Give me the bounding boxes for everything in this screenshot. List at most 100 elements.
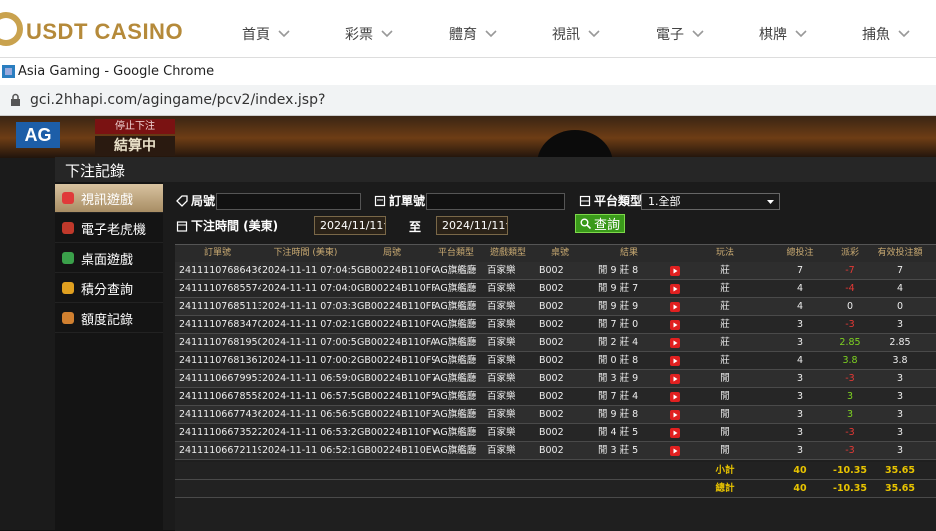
- icon-play: [673, 448, 678, 454]
- menu-item[interactable]: 電子老虎機: [55, 214, 163, 243]
- to-label: 至: [409, 220, 422, 234]
- platform-label: 平台類型: [579, 192, 642, 209]
- time-label: 下注時間 (美東): [176, 217, 278, 234]
- table-cell: -3: [845, 427, 855, 438]
- video-replay-icon[interactable]: [670, 356, 680, 366]
- round-input[interactable]: [216, 193, 361, 210]
- date-to[interactable]: 2024/11/11: [436, 216, 508, 235]
- logo[interactable]: USDT CASINO: [26, 19, 184, 44]
- table-cell: 2024-11-11 07:00:53: [262, 337, 357, 348]
- table-cell: AG旗艦廳: [434, 355, 477, 366]
- video-replay-icon[interactable]: [670, 428, 680, 438]
- search-button-text: 查詢: [594, 218, 621, 233]
- modal-title: 下注記錄: [65, 162, 126, 180]
- url[interactable]: gci.2hhapi.com/agingame/pcv2/index.jsp?: [30, 92, 326, 108]
- table-cell: -3: [845, 445, 855, 456]
- chevron: [485, 30, 497, 38]
- table-cell: 閒 7 莊 0: [598, 319, 639, 330]
- side-panel: [0, 158, 55, 530]
- date-from[interactable]: 2024/11/11: [314, 216, 386, 235]
- table-cell: 0: [846, 301, 854, 312]
- platform-select[interactable]: 1.全部: [641, 193, 780, 210]
- total-payout: -10.35: [833, 483, 867, 494]
- nav-item[interactable]: 視訊: [552, 24, 600, 44]
- table-cell: -7: [845, 265, 855, 276]
- menu-item[interactable]: 額度記錄: [55, 304, 163, 333]
- table-row: 241111076855743 2024-11-11 07:04:04 GB0022…: [175, 280, 936, 298]
- table-cell: AG旗艦廳: [434, 283, 477, 294]
- table-cell: 241111076834700: [179, 319, 261, 330]
- table-cell: 閒 3 莊 9: [598, 373, 639, 384]
- table-cell: 莊: [720, 301, 730, 312]
- table-cell: 閒: [720, 409, 730, 420]
- table-row: 241111076813615 2024-11-11 07:00:21 GB0022…: [175, 352, 936, 370]
- icon-play: [673, 322, 678, 328]
- video-replay-icon[interactable]: [670, 392, 680, 402]
- table-cell: 百家樂: [487, 409, 516, 420]
- video-replay-icon[interactable]: [670, 410, 680, 420]
- brand: AG: [16, 122, 60, 148]
- table-cell: 莊: [720, 283, 730, 294]
- dropdown-arrow: [767, 200, 774, 204]
- order-input[interactable]: [426, 193, 565, 210]
- table-cell: 241111076819507: [179, 337, 261, 348]
- nav-item[interactable]: 體育: [449, 24, 497, 44]
- nav-item[interactable]: 捕魚: [862, 24, 910, 44]
- table-cell: 3: [896, 409, 904, 420]
- video-replay-icon[interactable]: [670, 338, 680, 348]
- subtotal-valid: 35.65: [884, 465, 916, 476]
- subtotal-payout: -10.35: [833, 465, 867, 476]
- menu-item-text: 桌面遊戲: [81, 252, 134, 268]
- nav-item[interactable]: 電子: [656, 24, 704, 44]
- menu-icon-shape: [62, 222, 74, 234]
- round-label-text: 局號: [191, 194, 216, 208]
- search-button[interactable]: 查詢: [575, 214, 626, 233]
- video-replay-icon[interactable]: [670, 374, 680, 384]
- table-cell: 百家樂: [487, 445, 516, 456]
- table-cell: 3: [796, 409, 804, 420]
- nav-item[interactable]: 彩票: [345, 24, 393, 44]
- menu-item[interactable]: 積分查詢: [55, 274, 163, 303]
- table-cell: 2024-11-11 07:04:50: [262, 265, 357, 276]
- chevron-path: [588, 30, 600, 38]
- table-cell: 241111066721191: [179, 445, 261, 456]
- chevron-path: [795, 30, 807, 38]
- table-cell: 3: [896, 319, 904, 330]
- video-replay-icon[interactable]: [670, 284, 680, 294]
- total-row: 總計 40 -10.35 35.65: [175, 480, 936, 498]
- table-cell: GB00224B110FE: [357, 301, 435, 312]
- table-cell: -3: [845, 319, 855, 330]
- bet-table: 訂單號 下注時間 (美東) 局號 平台類型 遊戲類型 桌號 結果 玩法 總投注 派彩 有效投注額 24…: [175, 244, 936, 531]
- table-cell: 百家樂: [487, 283, 516, 294]
- table-cell: 百家樂: [487, 265, 516, 276]
- video-replay-icon[interactable]: [670, 320, 680, 330]
- nav-item[interactable]: 棋牌: [759, 24, 807, 44]
- icon-play: [673, 430, 678, 436]
- menu-icon: [62, 282, 74, 294]
- video-replay-icon[interactable]: [670, 266, 680, 276]
- column-header: 下注時間 (美東): [273, 248, 338, 258]
- table-cell: 2024-11-11 07:03:39: [262, 301, 357, 312]
- bet-record-modal: 下注記錄 視訊遊戲 電子老虎機 桌面遊戲 積分查詢 額度記錄 局號 訂單號 平台類型 1…: [55, 157, 936, 531]
- table-cell: AG旗艦廳: [434, 337, 477, 348]
- table-cell: 7: [796, 265, 804, 276]
- table-cell: 241111076864364: [179, 265, 261, 276]
- video-replay-icon[interactable]: [670, 302, 680, 312]
- column-header: 總投注: [786, 248, 814, 258]
- table-cell: 3: [796, 337, 804, 348]
- nav-item[interactable]: 首頁: [242, 24, 290, 44]
- video-replay-icon[interactable]: [670, 446, 680, 456]
- menu-item[interactable]: 視訊遊戲: [55, 184, 163, 213]
- column-header: 平台類型: [437, 248, 474, 258]
- nav-item-text: 體育: [449, 27, 477, 43]
- menu-item[interactable]: 桌面遊戲: [55, 244, 163, 273]
- table-cell: 百家樂: [487, 319, 516, 330]
- icon-play: [673, 412, 678, 418]
- table-cell: 241111066799531: [179, 373, 261, 384]
- table-cell: 2024-11-11 06:56:50: [262, 409, 357, 420]
- table-cell: 241111066774366: [179, 409, 261, 420]
- nav-item-text: 首頁: [242, 27, 270, 43]
- table-cell: 241111076813615: [179, 355, 261, 366]
- nav-item-text: 棋牌: [759, 27, 787, 43]
- icon-play: [673, 376, 678, 382]
